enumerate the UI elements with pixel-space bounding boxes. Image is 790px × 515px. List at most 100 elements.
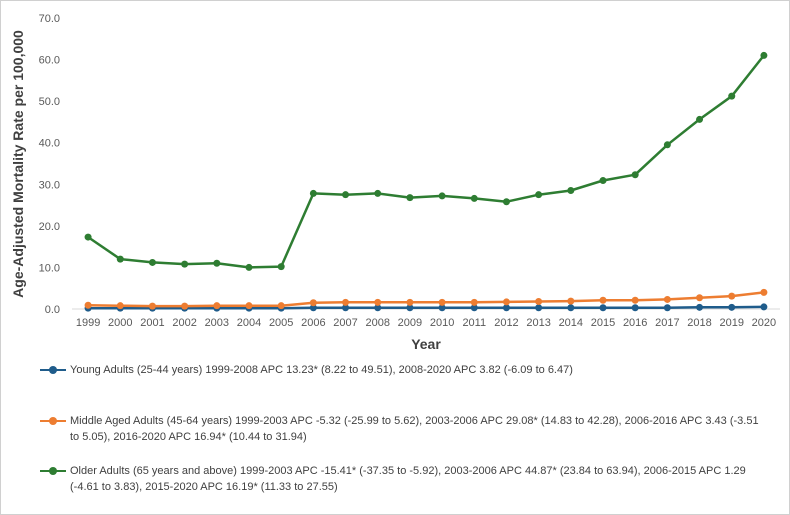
data-point-older-adults [663, 141, 671, 149]
x-tick-label: 2010 [430, 317, 454, 329]
data-point-middle-aged-adults [760, 288, 768, 296]
data-point-young-adults [663, 304, 671, 312]
data-point-middle-aged-adults [567, 297, 575, 305]
data-point-older-adults [696, 115, 704, 123]
data-point-middle-aged-adults [599, 296, 607, 304]
legend-entry-middle-aged-adults: Middle Aged Adults (45-64 years) 1999-20… [40, 413, 770, 445]
y-axis-title: Age-Adjusted Mortality Rate per 100,000 [10, 30, 26, 298]
data-point-middle-aged-adults [631, 296, 639, 304]
data-point-older-adults [728, 92, 736, 100]
x-tick-label: 2016 [623, 317, 647, 329]
x-tick-label: 2000 [108, 317, 132, 329]
x-tick-label: 1999 [76, 317, 100, 329]
y-tick-label: 30.0 [39, 179, 60, 191]
data-point-older-adults [567, 187, 575, 195]
x-tick-label: 2004 [237, 317, 261, 329]
data-point-middle-aged-adults [535, 298, 543, 306]
legend-label-middle-aged-adults: Middle Aged Adults (45-64 years) 1999-20… [70, 415, 759, 443]
data-point-middle-aged-adults [663, 295, 671, 303]
data-point-older-adults [213, 259, 221, 267]
series-line-young-adults [88, 305, 764, 310]
data-point-older-adults [535, 191, 543, 199]
data-point-young-adults [470, 304, 478, 312]
data-point-young-adults [728, 303, 736, 311]
data-point-young-adults [309, 304, 317, 312]
x-tick-label: 2005 [269, 317, 293, 329]
x-tick-label: 2006 [301, 317, 325, 329]
x-tick-label: 2011 [462, 317, 486, 329]
legend-entry-older-adults: Older Adults (65 years and above) 1999-2… [40, 463, 770, 495]
data-point-older-adults [631, 171, 639, 179]
y-tick-label: 70.0 [39, 13, 60, 25]
data-point-middle-aged-adults [696, 294, 704, 302]
data-point-young-adults [502, 304, 510, 312]
data-point-middle-aged-adults [116, 302, 124, 310]
legend-marker-young-adults [40, 366, 66, 374]
data-point-young-adults [374, 304, 382, 312]
data-point-middle-aged-adults [213, 302, 221, 310]
x-tick-label: 2002 [172, 317, 196, 329]
data-point-older-adults [245, 263, 253, 271]
data-point-older-adults [760, 51, 768, 59]
data-point-older-adults [148, 258, 156, 266]
y-tick-label: 20.0 [39, 221, 60, 233]
y-tick-label: 50.0 [39, 96, 60, 108]
x-tick-label: 2008 [365, 317, 389, 329]
data-point-young-adults [631, 304, 639, 312]
data-point-middle-aged-adults [245, 302, 253, 310]
data-point-young-adults [438, 304, 446, 312]
data-point-older-adults [84, 233, 92, 241]
x-tick-label: 2013 [526, 317, 550, 329]
data-point-older-adults [599, 177, 607, 185]
legend-marker-middle-aged-adults [40, 417, 66, 425]
data-point-older-adults [502, 198, 510, 206]
data-point-young-adults [535, 304, 543, 312]
series-line-middle-aged-adults [88, 291, 765, 308]
legend-label-young-adults: Young Adults (25-44 years) 1999-2008 APC… [70, 364, 573, 376]
y-tick-label: 40.0 [39, 138, 60, 150]
data-point-middle-aged-adults [84, 301, 92, 309]
data-point-middle-aged-adults [438, 298, 446, 306]
data-point-middle-aged-adults [148, 302, 156, 310]
data-point-older-adults [406, 194, 414, 202]
x-tick-label: 2014 [559, 317, 583, 329]
data-point-middle-aged-adults [406, 298, 414, 306]
legend-marker-older-adults [40, 467, 66, 475]
x-tick-label: 2001 [140, 317, 164, 329]
data-point-middle-aged-adults [309, 299, 317, 307]
data-point-older-adults [470, 194, 478, 202]
series-line-older-adults [87, 54, 765, 269]
x-tick-label: 2017 [655, 317, 679, 329]
data-point-older-adults [116, 255, 124, 263]
data-point-middle-aged-adults [342, 298, 350, 306]
x-tick-label: 2015 [591, 317, 615, 329]
x-tick-label: 2007 [333, 317, 357, 329]
y-tick-label: 0.0 [45, 304, 60, 316]
data-point-older-adults [277, 263, 285, 271]
data-point-older-adults [309, 189, 317, 197]
data-point-young-adults [567, 304, 575, 312]
data-point-older-adults [374, 189, 382, 197]
legend-label-older-adults: Older Adults (65 years and above) 1999-2… [70, 465, 746, 493]
x-tick-label: 2012 [494, 317, 518, 329]
data-point-older-adults [181, 260, 189, 268]
legend-entry-young-adults: Young Adults (25-44 years) 1999-2008 APC… [40, 362, 770, 378]
data-point-middle-aged-adults [374, 298, 382, 306]
data-point-young-adults [406, 304, 414, 312]
x-axis-title: Year [411, 336, 441, 352]
y-tick-label: 60.0 [39, 55, 60, 67]
data-point-middle-aged-adults [502, 298, 510, 306]
data-point-young-adults [696, 303, 704, 311]
data-point-middle-aged-adults [470, 298, 478, 306]
data-point-older-adults [438, 192, 446, 200]
x-tick-label: 2003 [205, 317, 229, 329]
x-tick-label: 2018 [687, 317, 711, 329]
x-tick-label: 2020 [752, 317, 776, 329]
x-tick-label: 2019 [719, 317, 743, 329]
data-point-middle-aged-adults [181, 302, 189, 310]
line-chart: 0.0 10.0 20.0 30.0 40.0 50.0 60.0 70.0 1999 2000… [10, 13, 780, 352]
data-point-older-adults [342, 191, 350, 199]
data-point-middle-aged-adults [728, 292, 736, 300]
data-point-young-adults [599, 304, 607, 312]
